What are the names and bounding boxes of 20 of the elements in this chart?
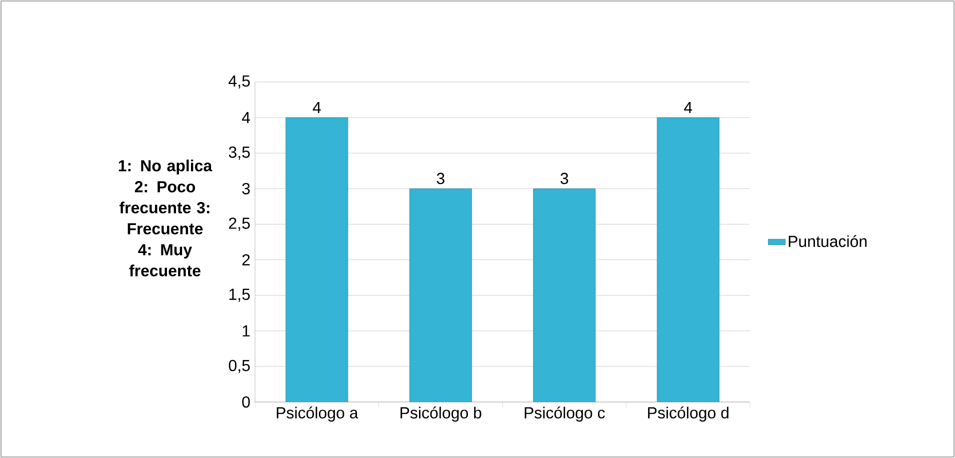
y-tick-label: 4,5 <box>228 75 250 89</box>
x-tick-label: Psicólogo b <box>400 406 482 422</box>
legend-label: Puntuación <box>788 235 867 248</box>
data-label: 4 <box>312 102 321 114</box>
y-tick-label: 3,5 <box>228 146 250 160</box>
x-tick-label: Psicólogo a <box>276 406 358 422</box>
x-tick-label: Psicólogo c <box>524 406 605 422</box>
data-label: 4 <box>684 102 692 114</box>
text: 1: No aplica 2: Poco frecuente 3: Frecuente 4: Muy frecuente <box>118 160 212 276</box>
y-tick-label: 2,5 <box>229 218 250 231</box>
data-label: 3 <box>560 172 568 184</box>
y-tick-label: 2 <box>242 254 250 266</box>
y-tick-label: 0 <box>242 396 250 408</box>
y-tick-label: 4 <box>242 112 250 124</box>
y-tick-label: 1,5 <box>229 288 250 302</box>
y-tick-label: 0,5 <box>228 360 250 374</box>
y-tick-label: 3 <box>242 183 250 194</box>
x-tick-label: Psicólogo d <box>648 406 728 422</box>
data-label: 3 <box>436 172 444 184</box>
y-tick-label: 1 <box>242 325 250 336</box>
